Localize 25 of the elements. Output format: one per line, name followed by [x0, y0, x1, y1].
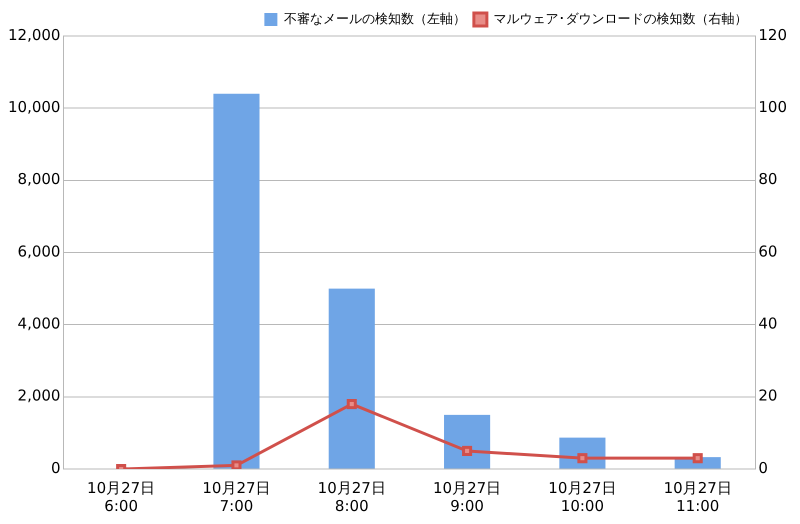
y2-tick-label: 100: [758, 98, 788, 116]
y-tick-label: 2,000: [18, 386, 60, 405]
legend-label: 不審なメールの検知数（左軸）: [284, 10, 466, 27]
y2-tick-label: 120: [758, 26, 788, 44]
y-tick-label: 8,000: [18, 170, 60, 188]
y-tick-label: 10,000: [8, 98, 60, 116]
x-tick-label: 10月27日 9:00: [432, 478, 502, 515]
x-tick-label: 10月27日 11:00: [664, 478, 732, 515]
y2-tick-label: 20: [758, 386, 778, 405]
y-tick-label: 12,000: [8, 26, 60, 44]
y2-tick-label: 0: [758, 458, 768, 477]
bar: [328, 288, 375, 468]
bar: [213, 94, 260, 468]
legend-label: マルウェア･ダウンロードの検知数（右軸）: [493, 12, 748, 27]
x-tick-label: 10月27日 8:00: [318, 478, 386, 515]
y2-tick-label: 60: [758, 242, 778, 260]
y-tick-label: 0: [50, 458, 60, 477]
y2-tick-label: 40: [758, 314, 778, 333]
bar: [444, 414, 490, 468]
x-tick-label: 10月27日 7:00: [202, 478, 271, 515]
x-tick-label: 10月27日 10:00: [548, 478, 616, 515]
y2-tick-label: 80: [758, 170, 778, 188]
y-tick-label: 6,000: [18, 242, 60, 260]
y-tick-label: 4,000: [18, 314, 60, 333]
x-tick-label: 10月27日 6:00: [87, 478, 156, 515]
